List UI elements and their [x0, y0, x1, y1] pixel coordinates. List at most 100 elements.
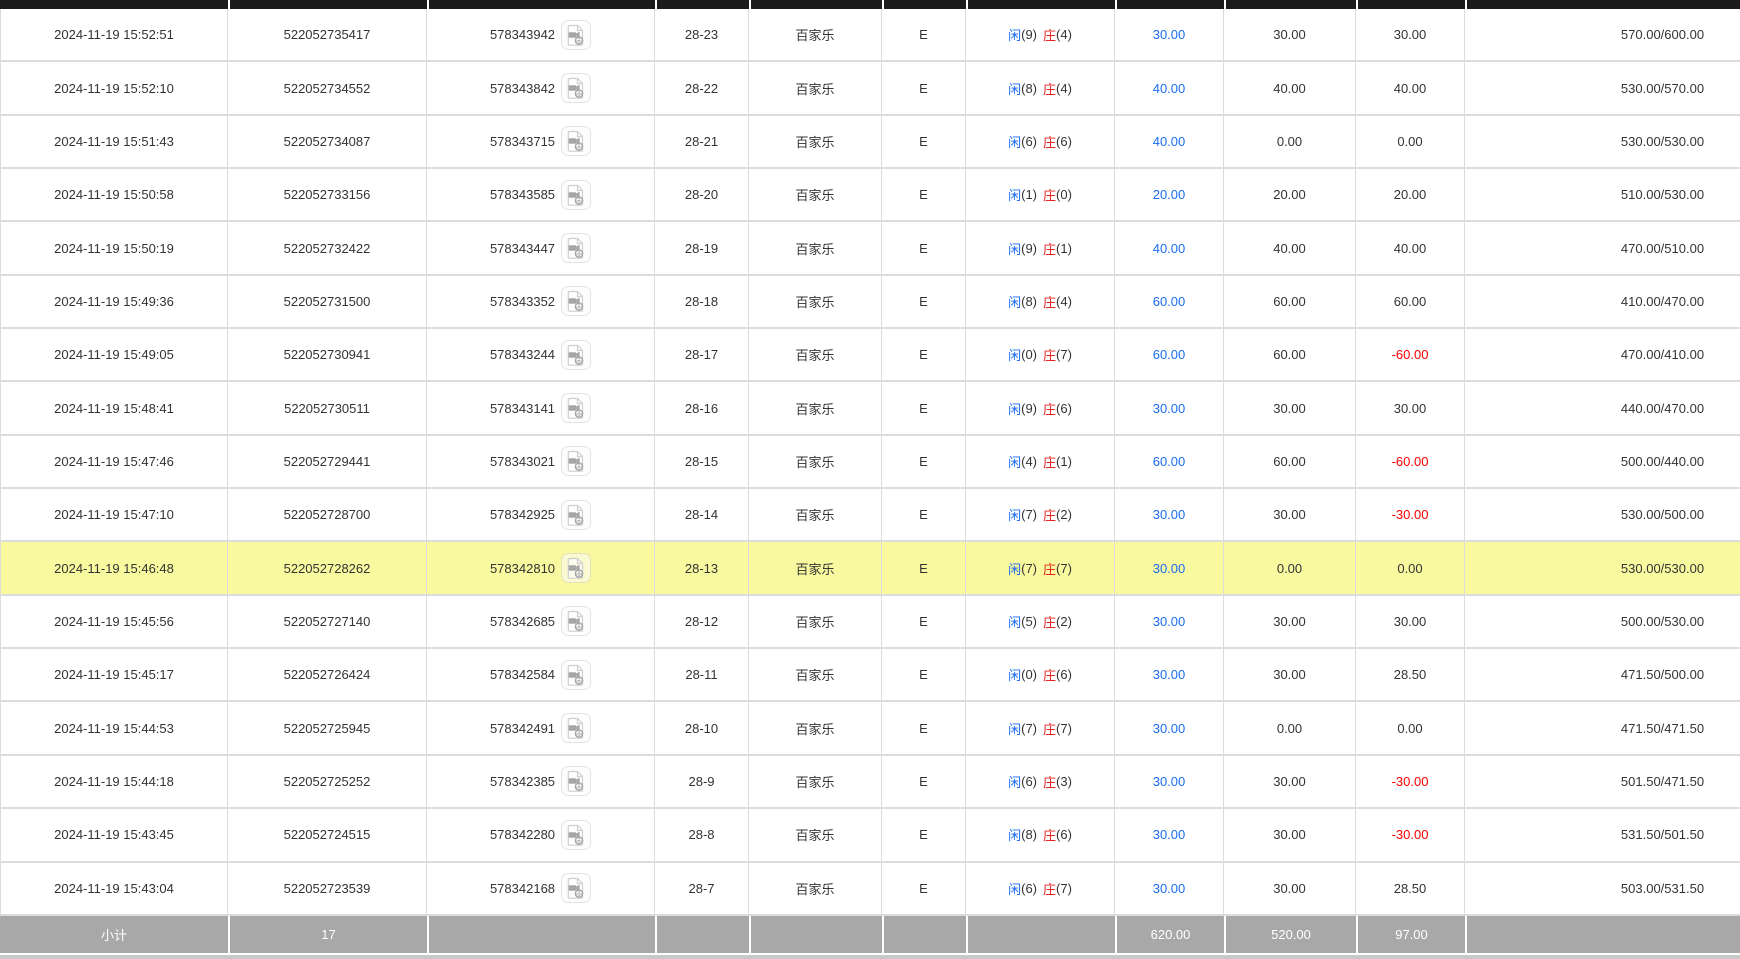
video-replay-button[interactable]	[561, 179, 592, 210]
cell-bet-amount: 30.00	[1115, 862, 1224, 914]
video-replay-button[interactable]	[561, 73, 592, 104]
video-file-icon	[567, 397, 584, 419]
cell-game-name: 百家乐	[749, 435, 882, 488]
cell-win-loss: -30.00	[1356, 809, 1465, 861]
table-body: 2024-11-19 15:52:51 522052735417 5783439…	[0, 9, 1740, 916]
video-replay-button[interactable]	[561, 446, 592, 477]
cell-table-code: E	[882, 115, 966, 168]
cell-game-name: 百家乐	[749, 489, 882, 541]
video-replay-button[interactable]	[561, 659, 592, 690]
player-label: 闲	[1008, 508, 1022, 524]
cell-balance: 531.50/501.50	[1620, 827, 1705, 843]
subtotal-winloss-total: 97.00	[1356, 915, 1465, 953]
cell-win-loss: -30.00	[1356, 755, 1465, 808]
cell-balance: 501.50/471.50	[1620, 773, 1705, 789]
video-file-icon	[567, 824, 584, 846]
cell-game-name: 百家乐	[749, 702, 882, 754]
cell-table-code: E	[882, 755, 966, 808]
cell-game-name: 百家乐	[749, 382, 882, 434]
cell-balance: 570.00/600.00	[1620, 27, 1705, 43]
video-replay-button[interactable]	[561, 339, 592, 370]
cell-result: 闲 (5) 庄 (2)	[966, 595, 1115, 648]
player-label: 闲	[1008, 28, 1022, 44]
video-replay-button[interactable]	[561, 19, 592, 50]
cell-round-number: 28-7	[655, 862, 749, 914]
cell-valid-amount: 0.00	[1224, 702, 1356, 754]
video-file-icon	[567, 344, 584, 366]
subtotal-empty-cell	[882, 915, 966, 953]
player-label: 闲	[1008, 81, 1022, 97]
cell-round-number: 28-12	[655, 595, 749, 648]
cell-game-round-id: 578342925	[427, 489, 655, 541]
cell-win-loss: -60.00	[1356, 435, 1465, 488]
video-replay-button[interactable]	[561, 766, 592, 797]
cell-game-round-id: 578343244	[427, 329, 655, 381]
cell-result: 闲 (9) 庄 (4)	[966, 9, 1115, 61]
cell-valid-amount: 60.00	[1224, 329, 1356, 381]
table-row: 2024-11-19 15:49:05 522052730941 5783432…	[0, 329, 1740, 383]
cell-valid-amount: 30.00	[1224, 809, 1356, 861]
cell-game-round-id: 578343842	[427, 62, 655, 114]
video-replay-button[interactable]	[561, 873, 592, 904]
cell-bet-time: 2024-11-19 15:47:10	[0, 489, 228, 541]
table-row: 2024-11-19 15:50:19 522052732422 5783434…	[0, 222, 1740, 276]
table-header-strip	[0, 0, 1740, 9]
cell-bet-time: 2024-11-19 15:49:05	[0, 329, 228, 381]
video-file-icon	[567, 77, 584, 99]
cell-bet-time: 2024-11-19 15:51:43	[0, 115, 228, 168]
cell-balance: 471.50/500.00	[1620, 667, 1705, 683]
subtotal-bet-total: 620.00	[1115, 915, 1224, 953]
total-row-strip	[0, 954, 1740, 959]
cell-table-code: E	[882, 329, 966, 381]
video-replay-button[interactable]	[561, 393, 592, 424]
cell-bet-time: 2024-11-19 15:43:04	[0, 862, 228, 914]
video-file-icon	[567, 184, 584, 206]
cell-table-code: E	[882, 222, 966, 274]
banker-label: 庄	[1043, 241, 1057, 257]
cell-bet-amount: 40.00	[1115, 115, 1224, 168]
cell-round-number: 28-22	[655, 62, 749, 114]
cell-table-code: E	[882, 595, 966, 648]
cell-win-loss: -60.00	[1356, 329, 1465, 381]
cell-table-code: E	[882, 702, 966, 754]
cell-round-number: 28-23	[655, 9, 749, 61]
subtotal-empty-cell	[749, 915, 882, 953]
header-cell	[228, 0, 427, 9]
video-replay-button[interactable]	[561, 553, 592, 584]
cell-game-name: 百家乐	[749, 862, 882, 914]
player-label: 闲	[1008, 774, 1022, 790]
table-row: 2024-11-19 15:50:58 522052733156 5783435…	[0, 169, 1740, 223]
video-file-icon	[567, 771, 584, 793]
subtotal-empty-cell	[655, 915, 749, 953]
cell-game-name: 百家乐	[749, 809, 882, 861]
video-replay-button[interactable]	[561, 713, 592, 744]
video-replay-button[interactable]	[561, 126, 592, 157]
cell-game-round-id: 578342685	[427, 595, 655, 648]
cell-bet-time: 2024-11-19 15:44:53	[0, 702, 228, 754]
player-label: 闲	[1008, 828, 1022, 844]
player-label: 闲	[1008, 721, 1022, 737]
video-replay-button[interactable]	[561, 286, 592, 317]
player-label: 闲	[1008, 881, 1022, 897]
cell-bet-amount: 60.00	[1115, 275, 1224, 328]
video-replay-button[interactable]	[561, 233, 592, 264]
video-replay-button[interactable]	[561, 606, 592, 637]
cell-valid-amount: 60.00	[1224, 435, 1356, 488]
video-replay-button[interactable]	[561, 499, 592, 530]
cell-bet-id: 522052732422	[228, 222, 427, 274]
video-file-icon	[567, 131, 584, 153]
banker-label: 庄	[1043, 614, 1057, 630]
cell-bet-id: 522052727140	[228, 595, 427, 648]
table-row: 2024-11-19 15:48:41 522052730511 5783431…	[0, 382, 1740, 436]
cell-result: 闲 (9) 庄 (1)	[966, 222, 1115, 274]
cell-game-round-id: 578343585	[427, 169, 655, 221]
cell-round-number: 28-9	[655, 755, 749, 808]
cell-table-code: E	[882, 809, 966, 861]
video-replay-button[interactable]	[561, 819, 592, 850]
player-label: 闲	[1008, 348, 1022, 364]
cell-win-loss: 30.00	[1356, 595, 1465, 648]
cell-bet-time: 2024-11-19 15:43:45	[0, 809, 228, 861]
banker-label: 庄	[1043, 721, 1057, 737]
cell-bet-id: 522052731500	[228, 275, 427, 328]
